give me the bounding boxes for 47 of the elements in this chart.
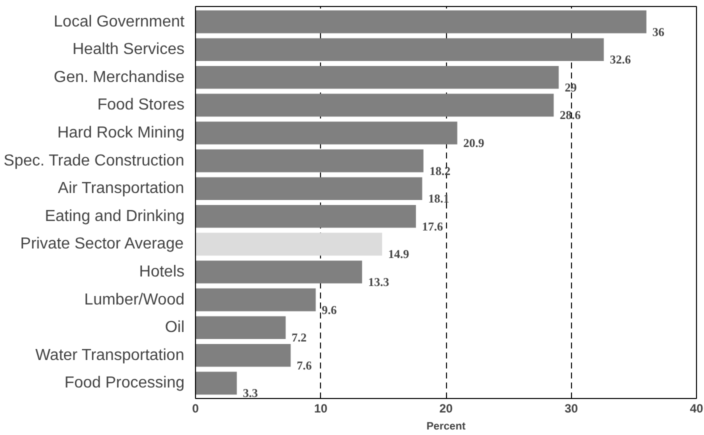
y-tick-label: Lumber/Wood [84, 291, 184, 308]
y-tick-label: Food Processing [64, 374, 184, 392]
y-tick-label: Water Transportation [35, 346, 184, 364]
bar [196, 344, 291, 367]
data-label: 7.6 [296, 358, 312, 372]
y-tick-label: Oil [164, 319, 185, 336]
data-label: 7.2 [292, 330, 307, 345]
x-tick-label: 10 [314, 402, 328, 416]
data-label: 18.2 [429, 164, 450, 178]
y-tick-label: Eating and Drinking [44, 208, 184, 225]
bar [196, 260, 362, 284]
y-tick-label: Air Transportation [58, 180, 184, 198]
data-label: 3.3 [242, 386, 258, 400]
data-label: 29 [564, 80, 577, 94]
data-label: 9.6 [322, 302, 337, 317]
bar [196, 38, 604, 61]
bar [196, 10, 646, 34]
data-label: 32.6 [610, 52, 631, 67]
bar [196, 149, 424, 172]
bar [196, 177, 422, 200]
y-tick-label: Food Stores [97, 96, 184, 114]
data-label: 17.6 [422, 219, 443, 234]
data-label: 18.1 [428, 192, 450, 206]
bar [196, 316, 286, 340]
data-label: 14.9 [388, 247, 410, 262]
bar [196, 288, 316, 312]
y-tick-label: Hotels [139, 264, 185, 281]
x-tick-label: 20 [439, 402, 453, 416]
y-tick-label: Private Sector Average [20, 236, 184, 253]
bar [196, 372, 237, 395]
bar [196, 205, 416, 228]
y-tick-label: Hard Rock Mining [57, 124, 184, 142]
x-tick-label: 40 [690, 402, 704, 416]
data-label: 20.9 [463, 136, 484, 150]
y-tick-label: Health Services [72, 41, 184, 58]
x-tick-label: 0 [192, 402, 200, 416]
y-tick-label: Local Government [54, 13, 186, 30]
y-tick-label: Spec. Trade Construction [4, 152, 184, 170]
bar [196, 232, 382, 256]
data-label: 13.3 [368, 275, 390, 290]
x-axis-title: Percent [426, 420, 466, 432]
y-tick-label: Gen. Merchandise [54, 68, 185, 86]
data-label: 36 [652, 24, 664, 39]
bar [196, 122, 458, 144]
x-tick-label: 30 [564, 402, 578, 416]
bar [196, 66, 559, 89]
bar [196, 94, 554, 117]
